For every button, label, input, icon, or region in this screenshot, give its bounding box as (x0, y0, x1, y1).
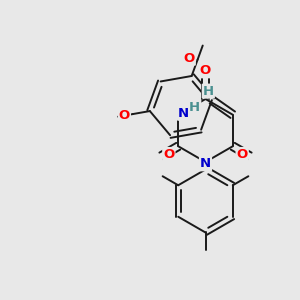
Text: O: O (119, 109, 130, 122)
Text: O: O (200, 64, 211, 77)
Text: N: N (200, 157, 211, 170)
Text: O: O (184, 52, 195, 64)
Text: H: H (189, 101, 200, 114)
Text: O: O (163, 148, 175, 161)
Text: O: O (236, 148, 248, 161)
Text: N: N (178, 107, 189, 120)
Text: H: H (203, 85, 214, 98)
